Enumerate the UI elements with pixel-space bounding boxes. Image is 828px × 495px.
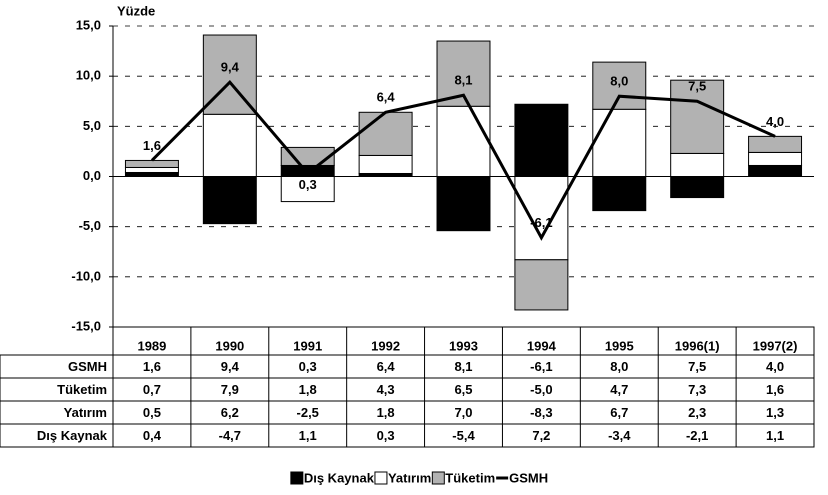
bar bbox=[124, 166, 179, 173]
table-cell: -2,1 bbox=[686, 428, 708, 443]
bar bbox=[670, 79, 725, 154]
legend-label: Tüketim bbox=[445, 470, 495, 485]
y-tick-label: -5,0 bbox=[79, 218, 101, 233]
table-cell: 1,6 bbox=[143, 359, 161, 374]
x-tick-label: 1989 bbox=[137, 338, 166, 353]
data-label: 6,4 bbox=[377, 90, 396, 105]
table-cell: 7,5 bbox=[688, 359, 706, 374]
table-cell: 7,2 bbox=[532, 428, 550, 443]
bar bbox=[748, 135, 803, 153]
table-cell: 1,6 bbox=[766, 382, 784, 397]
table-cell: 6,5 bbox=[454, 382, 472, 397]
bar bbox=[436, 105, 491, 177]
y-tick-label: -10,0 bbox=[71, 268, 101, 283]
legend-swatch bbox=[290, 471, 304, 485]
table-row-label: Tüketim bbox=[57, 382, 107, 397]
y-tick-label: 0,0 bbox=[83, 168, 101, 183]
bar bbox=[202, 176, 257, 225]
x-tick-label: 1995 bbox=[605, 338, 634, 353]
table-cell: 7,3 bbox=[688, 382, 706, 397]
table-row-label: Dış Kaynak bbox=[37, 428, 108, 443]
x-tick-label: 1997(2) bbox=[753, 338, 798, 353]
x-tick-label: 1996(1) bbox=[675, 338, 720, 353]
bar bbox=[514, 259, 569, 311]
legend-label: Yatırım bbox=[388, 470, 431, 485]
table-cell: 1,8 bbox=[299, 382, 317, 397]
bar bbox=[670, 176, 725, 199]
table-cell: -4,7 bbox=[219, 428, 241, 443]
data-label: 1,6 bbox=[143, 138, 161, 153]
table-cell: -2,5 bbox=[297, 405, 319, 420]
table-row-label: Yatırım bbox=[64, 405, 107, 420]
bar bbox=[592, 176, 647, 212]
table-cell: 6,2 bbox=[221, 405, 239, 420]
x-tick-label: 1993 bbox=[449, 338, 478, 353]
x-tick-label: 1990 bbox=[215, 338, 244, 353]
table-cell: 7,0 bbox=[454, 405, 472, 420]
data-label: 4,0 bbox=[766, 114, 784, 129]
table-cell: -6,1 bbox=[530, 359, 552, 374]
data-label: 8,1 bbox=[454, 73, 472, 88]
bar bbox=[202, 113, 257, 177]
bar bbox=[592, 61, 647, 110]
legend-swatch bbox=[374, 471, 388, 485]
bar bbox=[124, 171, 179, 177]
table-cell: -3,4 bbox=[608, 428, 631, 443]
y-tick-label: 5,0 bbox=[83, 118, 101, 133]
y-tick-label: -15,0 bbox=[71, 318, 101, 333]
x-tick-label: 1992 bbox=[371, 338, 400, 353]
table-cell: 8,0 bbox=[610, 359, 628, 374]
line bbox=[150, 79, 776, 241]
y-tick-label: 10,0 bbox=[76, 68, 101, 83]
data-label: -6,1 bbox=[530, 215, 552, 230]
legend-swatch bbox=[431, 471, 445, 485]
table-cell: 1,1 bbox=[766, 428, 784, 443]
table-cell: -5,4 bbox=[452, 428, 475, 443]
data-label: 7,5 bbox=[688, 79, 706, 94]
table-cell: 1,1 bbox=[299, 428, 317, 443]
bar bbox=[358, 111, 413, 156]
table-cell: 0,5 bbox=[143, 405, 161, 420]
bar bbox=[124, 159, 179, 168]
table-cell: 4,7 bbox=[610, 382, 628, 397]
table-cell: 0,3 bbox=[299, 359, 317, 374]
data-label: 9,4 bbox=[221, 60, 240, 75]
x-tick-label: 1994 bbox=[527, 338, 557, 353]
table-cell: 6,4 bbox=[377, 359, 396, 374]
data-label: 8,0 bbox=[610, 74, 628, 89]
table-cell: -5,0 bbox=[530, 382, 552, 397]
legend-label: Dış Kaynak bbox=[304, 470, 375, 485]
table-cell: 1,8 bbox=[377, 405, 395, 420]
table-cell: 8,1 bbox=[454, 359, 472, 374]
bar bbox=[280, 146, 335, 166]
legend-label: GSMH bbox=[509, 470, 548, 485]
table-cell: 6,7 bbox=[610, 405, 628, 420]
bar bbox=[592, 108, 647, 177]
bar bbox=[670, 152, 725, 178]
table-cell: 1,3 bbox=[766, 405, 784, 420]
table-cell: 4,0 bbox=[766, 359, 784, 374]
bar bbox=[748, 164, 803, 177]
table-cell: 0,4 bbox=[143, 428, 162, 443]
table-cell: 0,7 bbox=[143, 382, 161, 397]
y-axis-label: Yüzde bbox=[117, 3, 155, 18]
bar bbox=[514, 103, 569, 177]
bar bbox=[358, 154, 413, 174]
y-tick-label: 15,0 bbox=[76, 17, 101, 32]
bar bbox=[436, 176, 491, 232]
data-label: 0,3 bbox=[299, 177, 317, 192]
table-cell: 2,3 bbox=[688, 405, 706, 420]
table-row-label: GSMH bbox=[68, 359, 107, 374]
table-cell: 0,3 bbox=[377, 428, 395, 443]
bar bbox=[748, 151, 803, 166]
table-cell: 4,3 bbox=[377, 382, 395, 397]
table-cell: 7,9 bbox=[221, 382, 239, 397]
table-cell: 9,4 bbox=[221, 359, 240, 374]
x-tick-label: 1991 bbox=[293, 338, 322, 353]
table-cell: -8,3 bbox=[530, 405, 552, 420]
